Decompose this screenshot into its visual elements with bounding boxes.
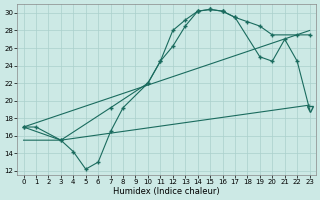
X-axis label: Humidex (Indice chaleur): Humidex (Indice chaleur) bbox=[113, 187, 220, 196]
